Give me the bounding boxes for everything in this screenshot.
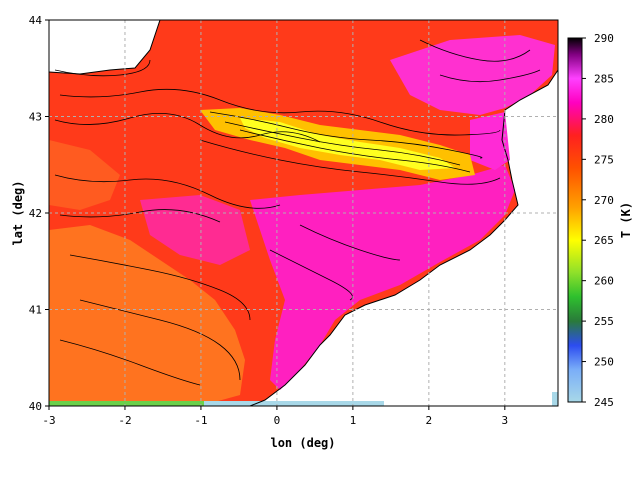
y-tick-label: 42	[29, 207, 42, 220]
x-tick-label: -1	[194, 414, 207, 427]
colorbar-tick-label: 245	[594, 396, 614, 409]
colorbar-tick-label: 255	[594, 315, 614, 328]
region-catalonia-coast	[250, 165, 515, 390]
contour-line	[59, 339, 201, 386]
x-tick-label: -2	[118, 414, 131, 427]
region-south-green-strip	[49, 401, 204, 406]
colorbar-tick-label: 250	[594, 356, 614, 369]
colorbar-tick-label: 270	[594, 194, 614, 207]
y-tick-label: 43	[29, 111, 42, 124]
x-tick-label: 3	[502, 414, 509, 427]
y-axis-label: lat (deg)	[11, 180, 25, 245]
colorbar-label: T (K)	[619, 202, 633, 238]
colorbar	[567, 37, 583, 403]
contour-line	[54, 174, 281, 209]
colorbar-tick-label: 290	[594, 32, 614, 45]
colorbar-tick-label: 280	[594, 113, 614, 126]
region-central-pink	[140, 195, 250, 265]
contour-line	[419, 39, 531, 62]
contour-line	[199, 139, 501, 185]
x-tick-label: 0	[274, 414, 281, 427]
region-pyrenees-core	[240, 118, 455, 170]
x-axis-label: lon (deg)	[270, 436, 335, 450]
colorbar-tick-label: 265	[594, 234, 614, 247]
region-far-east-magenta	[470, 112, 510, 170]
x-axis-ticks: -3 -2 -1 0 1 2 3	[42, 406, 508, 427]
region-northeast-magenta	[390, 35, 555, 115]
contour-line	[59, 209, 221, 223]
colorbar-tick-label: 285	[594, 72, 614, 85]
colorbar-tick-label: 260	[594, 275, 614, 288]
colorbar-ticks: 245 250 255 260 265 270 275 280 285 290	[582, 32, 614, 409]
y-axis-ticks: 40 41 42 43 44	[29, 14, 49, 413]
grid-lines	[49, 20, 558, 406]
contour-line	[69, 254, 251, 321]
contour-line	[224, 121, 461, 166]
region-southeast-cyan-patch	[552, 392, 558, 406]
region-west-orange	[49, 140, 120, 210]
x-tick-label: 2	[426, 414, 433, 427]
contour-line	[439, 69, 541, 83]
contour-line	[239, 129, 471, 173]
colorbar-tick-label: 275	[594, 153, 614, 166]
y-tick-label: 44	[29, 14, 43, 27]
region-ebro-interior-south	[49, 225, 245, 406]
region-south-cyan-strip	[204, 401, 384, 406]
x-tick-label: 1	[350, 414, 357, 427]
y-tick-label: 41	[29, 304, 42, 317]
contour-line	[59, 88, 501, 136]
contour-lines	[54, 39, 541, 386]
contour-line	[269, 249, 353, 301]
contour-line	[299, 224, 401, 261]
y-tick-label: 40	[29, 400, 42, 413]
x-tick-label: -3	[42, 414, 55, 427]
coastline	[49, 20, 558, 406]
contour-line	[209, 111, 483, 159]
